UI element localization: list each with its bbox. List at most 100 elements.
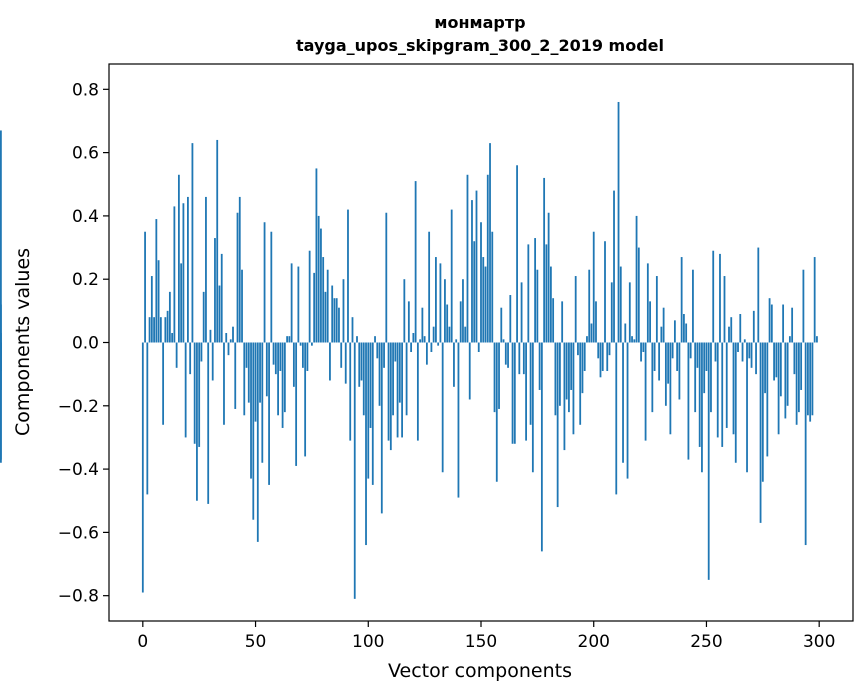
bar-206 [606, 342, 609, 371]
bar-152 [484, 266, 487, 343]
bar-115 [401, 342, 403, 438]
bar-140 [457, 342, 460, 498]
chart-title: монмартр [434, 13, 525, 32]
bar-255 [716, 342, 719, 438]
bar-263 [734, 342, 737, 463]
bar-32 [214, 238, 216, 343]
bar-162 [507, 342, 509, 368]
bar-270 [750, 342, 753, 368]
bar-7 [157, 260, 160, 343]
bar-220 [637, 247, 640, 343]
bar-239 [680, 257, 683, 343]
bar-31 [211, 342, 214, 381]
bar-267 [743, 339, 746, 343]
bar-282 [777, 342, 780, 435]
bar-134 [444, 279, 446, 343]
bar-19 [184, 342, 187, 438]
bar-192 [574, 276, 577, 343]
bar-25 [198, 342, 201, 447]
bar-17 [180, 263, 183, 343]
bar-18 [182, 203, 185, 343]
bar-245 [694, 342, 697, 413]
y-tick-label: −0.4 [58, 460, 99, 480]
bar-1 [144, 231, 146, 343]
bar-124 [421, 307, 424, 343]
y-tick-label: 0.4 [72, 207, 99, 227]
bar-248 [701, 342, 703, 473]
bar-236 [673, 320, 676, 343]
bar-234 [669, 342, 672, 435]
y-axis-label: Components values [12, 248, 34, 436]
bar-148 [475, 190, 478, 343]
bar-45 [243, 342, 246, 416]
bar-256 [719, 253, 721, 343]
bar-144 [466, 174, 469, 343]
bar-75 [311, 342, 313, 346]
bar-41 [234, 342, 237, 409]
bar-81 [324, 291, 327, 343]
x-tick-label: 100 [352, 632, 384, 652]
bar-257 [721, 342, 724, 447]
bar-290 [795, 342, 798, 425]
bar-187 [563, 342, 566, 451]
y-tick-label: 0.2 [72, 270, 99, 290]
bar-49 [252, 342, 255, 520]
bar-202 [597, 342, 600, 359]
bar-177 [540, 342, 543, 552]
bar-36 [223, 342, 225, 425]
bar-65 [288, 336, 291, 343]
bar-54 [263, 222, 266, 343]
bar-110 [389, 342, 392, 451]
bar-133 [441, 342, 444, 473]
bar-182 [552, 298, 555, 343]
bar-176 [538, 342, 541, 390]
bar-229 [658, 342, 661, 381]
bar-128 [430, 342, 433, 352]
bar-107 [383, 342, 385, 368]
bar-159 [500, 307, 503, 343]
bar-258 [723, 276, 726, 343]
bar-90 [344, 342, 347, 384]
x-tick-label: 200 [578, 632, 610, 652]
bar-268 [746, 342, 748, 473]
y-tick-label: −0.8 [58, 587, 99, 607]
bar-153 [486, 174, 489, 343]
bar-undefined [0, 130, 2, 343]
bar-235 [671, 342, 674, 359]
bar-262 [732, 342, 735, 435]
bar-93 [351, 317, 354, 343]
bar-269 [748, 342, 751, 359]
bar-137 [450, 209, 453, 343]
bar-40 [232, 326, 234, 343]
bar-190 [570, 342, 573, 390]
bar-59 [274, 342, 277, 375]
bar-138 [453, 342, 455, 387]
bar-113 [396, 342, 399, 438]
bar-112 [394, 342, 397, 362]
bar-160 [502, 339, 505, 343]
x-tick-label: 0 [137, 632, 148, 652]
bar-82 [326, 269, 329, 343]
bar-247 [698, 342, 701, 447]
bar-207 [608, 342, 611, 356]
bar-161 [504, 342, 507, 365]
bar-243 [689, 342, 692, 359]
bar-154 [489, 143, 491, 343]
bar-254 [714, 342, 717, 362]
bar-92 [349, 342, 352, 441]
bar-116 [403, 279, 406, 343]
bar-37 [225, 333, 228, 343]
bar-131 [437, 342, 440, 346]
bar-38 [227, 342, 230, 356]
bar-28 [205, 196, 207, 343]
bar-156 [493, 342, 496, 413]
bar-47 [247, 342, 250, 403]
bar-33 [216, 139, 219, 343]
bar-151 [482, 257, 485, 343]
bar-9 [162, 342, 165, 425]
bar-143 [464, 326, 467, 343]
bar-171 [527, 244, 530, 343]
bar-287 [788, 336, 791, 343]
bar-61 [279, 342, 282, 371]
bar-281 [775, 342, 778, 378]
